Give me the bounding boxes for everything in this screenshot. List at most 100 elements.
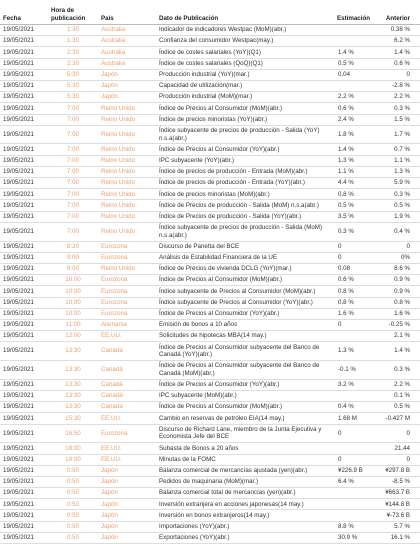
table-row: 19/05/2021 1:30 Australia Confianza del con…: [0, 35, 420, 48]
time-cell: 7:00: [48, 166, 98, 179]
country-cell: Canadá: [98, 401, 156, 414]
country-cell: Japón: [98, 509, 156, 522]
previous-cell: 0.7 %: [378, 143, 420, 156]
country-cell: Reino Unido: [98, 155, 156, 167]
event-cell: Índice de precios minoristas (MoM)(abr.): [156, 188, 334, 201]
event-cell: Índice subyacente de precios de producci…: [156, 125, 334, 145]
table-row: 19/05/2021 5:30 Japón Producción industrial…: [0, 69, 420, 81]
table-row: 19/05/2021 0:50 Japón Pedidos de maquinaria…: [0, 476, 420, 489]
estimate-cell: [334, 24, 378, 37]
country-cell: Canadá: [98, 341, 156, 362]
country-cell: Japón: [98, 91, 156, 104]
estimate-cell: 1.4 %: [334, 143, 378, 156]
previous-cell: 16.1 %: [378, 532, 420, 544]
table-row: 19/05/2021 13:30 Canadá Índice de Precios a…: [0, 379, 420, 392]
estimate-cell: 0.5 %: [334, 58, 378, 70]
time-cell: 7:00: [48, 114, 98, 126]
date-cell: 19/05/2021: [0, 241, 48, 253]
time-cell: 0:50: [48, 532, 98, 544]
date-cell: 19/05/2021: [0, 465, 48, 477]
date-cell: 19/05/2021: [0, 58, 48, 70]
country-cell: EE.UU.: [98, 412, 156, 425]
event-cell: Confianza del consumidor Westpac(may.): [156, 35, 334, 48]
previous-cell: 0.6 %: [378, 58, 420, 70]
time-cell: 13:30: [48, 341, 98, 362]
estimate-cell: 0: [334, 241, 378, 253]
estimate-cell: 1.1 %: [334, 166, 378, 179]
country-cell: Reino Unido: [98, 143, 156, 156]
table-row: 19/05/2021 13:30 Canadá IPC subyacente (MoM…: [0, 390, 420, 403]
country-cell: Eurozona: [98, 297, 156, 309]
previous-cell: 0.3 %: [378, 360, 420, 380]
previous-cell: 0%: [378, 252, 420, 264]
previous-cell: 0: [378, 454, 420, 466]
time-cell: 13:30: [48, 390, 98, 403]
country-cell: Reino Unido: [98, 211, 156, 223]
previous-cell: -2.8 %: [378, 80, 420, 93]
country-cell: Eurozona: [98, 285, 156, 298]
date-cell: 19/05/2021: [0, 285, 48, 298]
date-cell: 19/05/2021: [0, 360, 48, 380]
estimate-cell: 0: [334, 454, 378, 466]
estimate-cell: 1.6 %: [334, 308, 378, 320]
country-cell: Eurozona: [98, 274, 156, 287]
date-cell: 19/05/2021: [0, 341, 48, 362]
event-cell: Cambio en reservas de petróleo EIA(14 ma…: [156, 412, 334, 425]
table-row: 19/05/2021 0:50 Japón Balanza comercial tot…: [0, 487, 420, 500]
date-cell: 19/05/2021: [0, 274, 48, 287]
time-cell: 2:30: [48, 46, 98, 59]
time-cell: 10:00: [48, 285, 98, 298]
time-cell: 7:00: [48, 188, 98, 201]
column-header: Anterior: [378, 0, 420, 25]
table-row: 19/05/2021 10:00 Eurozona Índice subyacente…: [0, 285, 420, 298]
country-cell: EE.UU.: [98, 454, 156, 466]
date-cell: 19/05/2021: [0, 330, 48, 343]
event-cell: Índice subyacente de Precios al Consumid…: [156, 285, 334, 298]
time-cell: 5:30: [48, 91, 98, 104]
event-cell: Capacidad de utilización(mar.): [156, 80, 334, 93]
table-row: 19/05/2021 7:00 Reino Unido Índice de preci…: [0, 177, 420, 190]
event-cell: Indicador de indicadores Westpac (MoM)(a…: [156, 24, 334, 37]
event-cell: Exportaciones (YoY)(abr.): [156, 532, 334, 544]
time-cell: 0:50: [48, 487, 98, 500]
table-row: 19/05/2021 5:30 Japón Producción industrial…: [0, 91, 420, 104]
table-row: 19/05/2021 13:30 Canadá Índice de Precios a…: [0, 360, 420, 380]
country-cell: Canadá: [98, 360, 156, 380]
event-cell: Índice de Precios al Consumidor (YoY)(ab…: [156, 379, 334, 392]
country-cell: Japón: [98, 476, 156, 489]
column-header: Dato de Publicación: [156, 0, 334, 25]
country-cell: Reino Unido: [98, 188, 156, 201]
country-cell: Japón: [98, 465, 156, 477]
time-cell: 7:00: [48, 143, 98, 156]
table-row: 19/05/2021 7:00 Reino Unido Índice de preci…: [0, 114, 420, 126]
estimate-cell: 0.5 %: [334, 199, 378, 212]
date-cell: 19/05/2021: [0, 487, 48, 500]
estimate-cell: 1.3 %: [334, 155, 378, 167]
time-cell: 10:00: [48, 297, 98, 309]
estimate-cell: 0.8 %: [334, 188, 378, 201]
date-cell: 19/05/2021: [0, 498, 48, 511]
event-cell: Producción industrial (YoY)(mar.): [156, 69, 334, 81]
previous-cell: ¥297.8 B: [378, 465, 420, 477]
table-row: 19/05/2021 2:30 Australia Índice de costes …: [0, 58, 420, 70]
previous-cell: 1.4 %: [378, 341, 420, 362]
previous-cell: ¥-73.6 B: [378, 509, 420, 522]
date-cell: 19/05/2021: [0, 102, 48, 115]
time-cell: 10:00: [48, 274, 98, 287]
estimate-cell: [334, 442, 378, 455]
date-cell: 19/05/2021: [0, 188, 48, 201]
table-row: 19/05/2021 0:50 Japón Balanza comercial de …: [0, 465, 420, 477]
time-cell: 0:50: [48, 509, 98, 522]
time-cell: 7:00: [48, 222, 98, 242]
time-cell: 13:30: [48, 379, 98, 392]
previous-cell: 2.2 %: [378, 379, 420, 392]
table-row: 19/05/2021 10:00 Eurozona Índice de Precios…: [0, 274, 420, 287]
time-cell: 15:30: [48, 412, 98, 425]
event-cell: Subasta de Bonos a 20 años: [156, 442, 334, 455]
time-cell: 7:00: [48, 177, 98, 190]
country-cell: Japón: [98, 69, 156, 81]
date-cell: 19/05/2021: [0, 509, 48, 522]
time-cell: 16:50: [48, 424, 98, 444]
previous-cell: ¥144.8 B: [378, 498, 420, 511]
